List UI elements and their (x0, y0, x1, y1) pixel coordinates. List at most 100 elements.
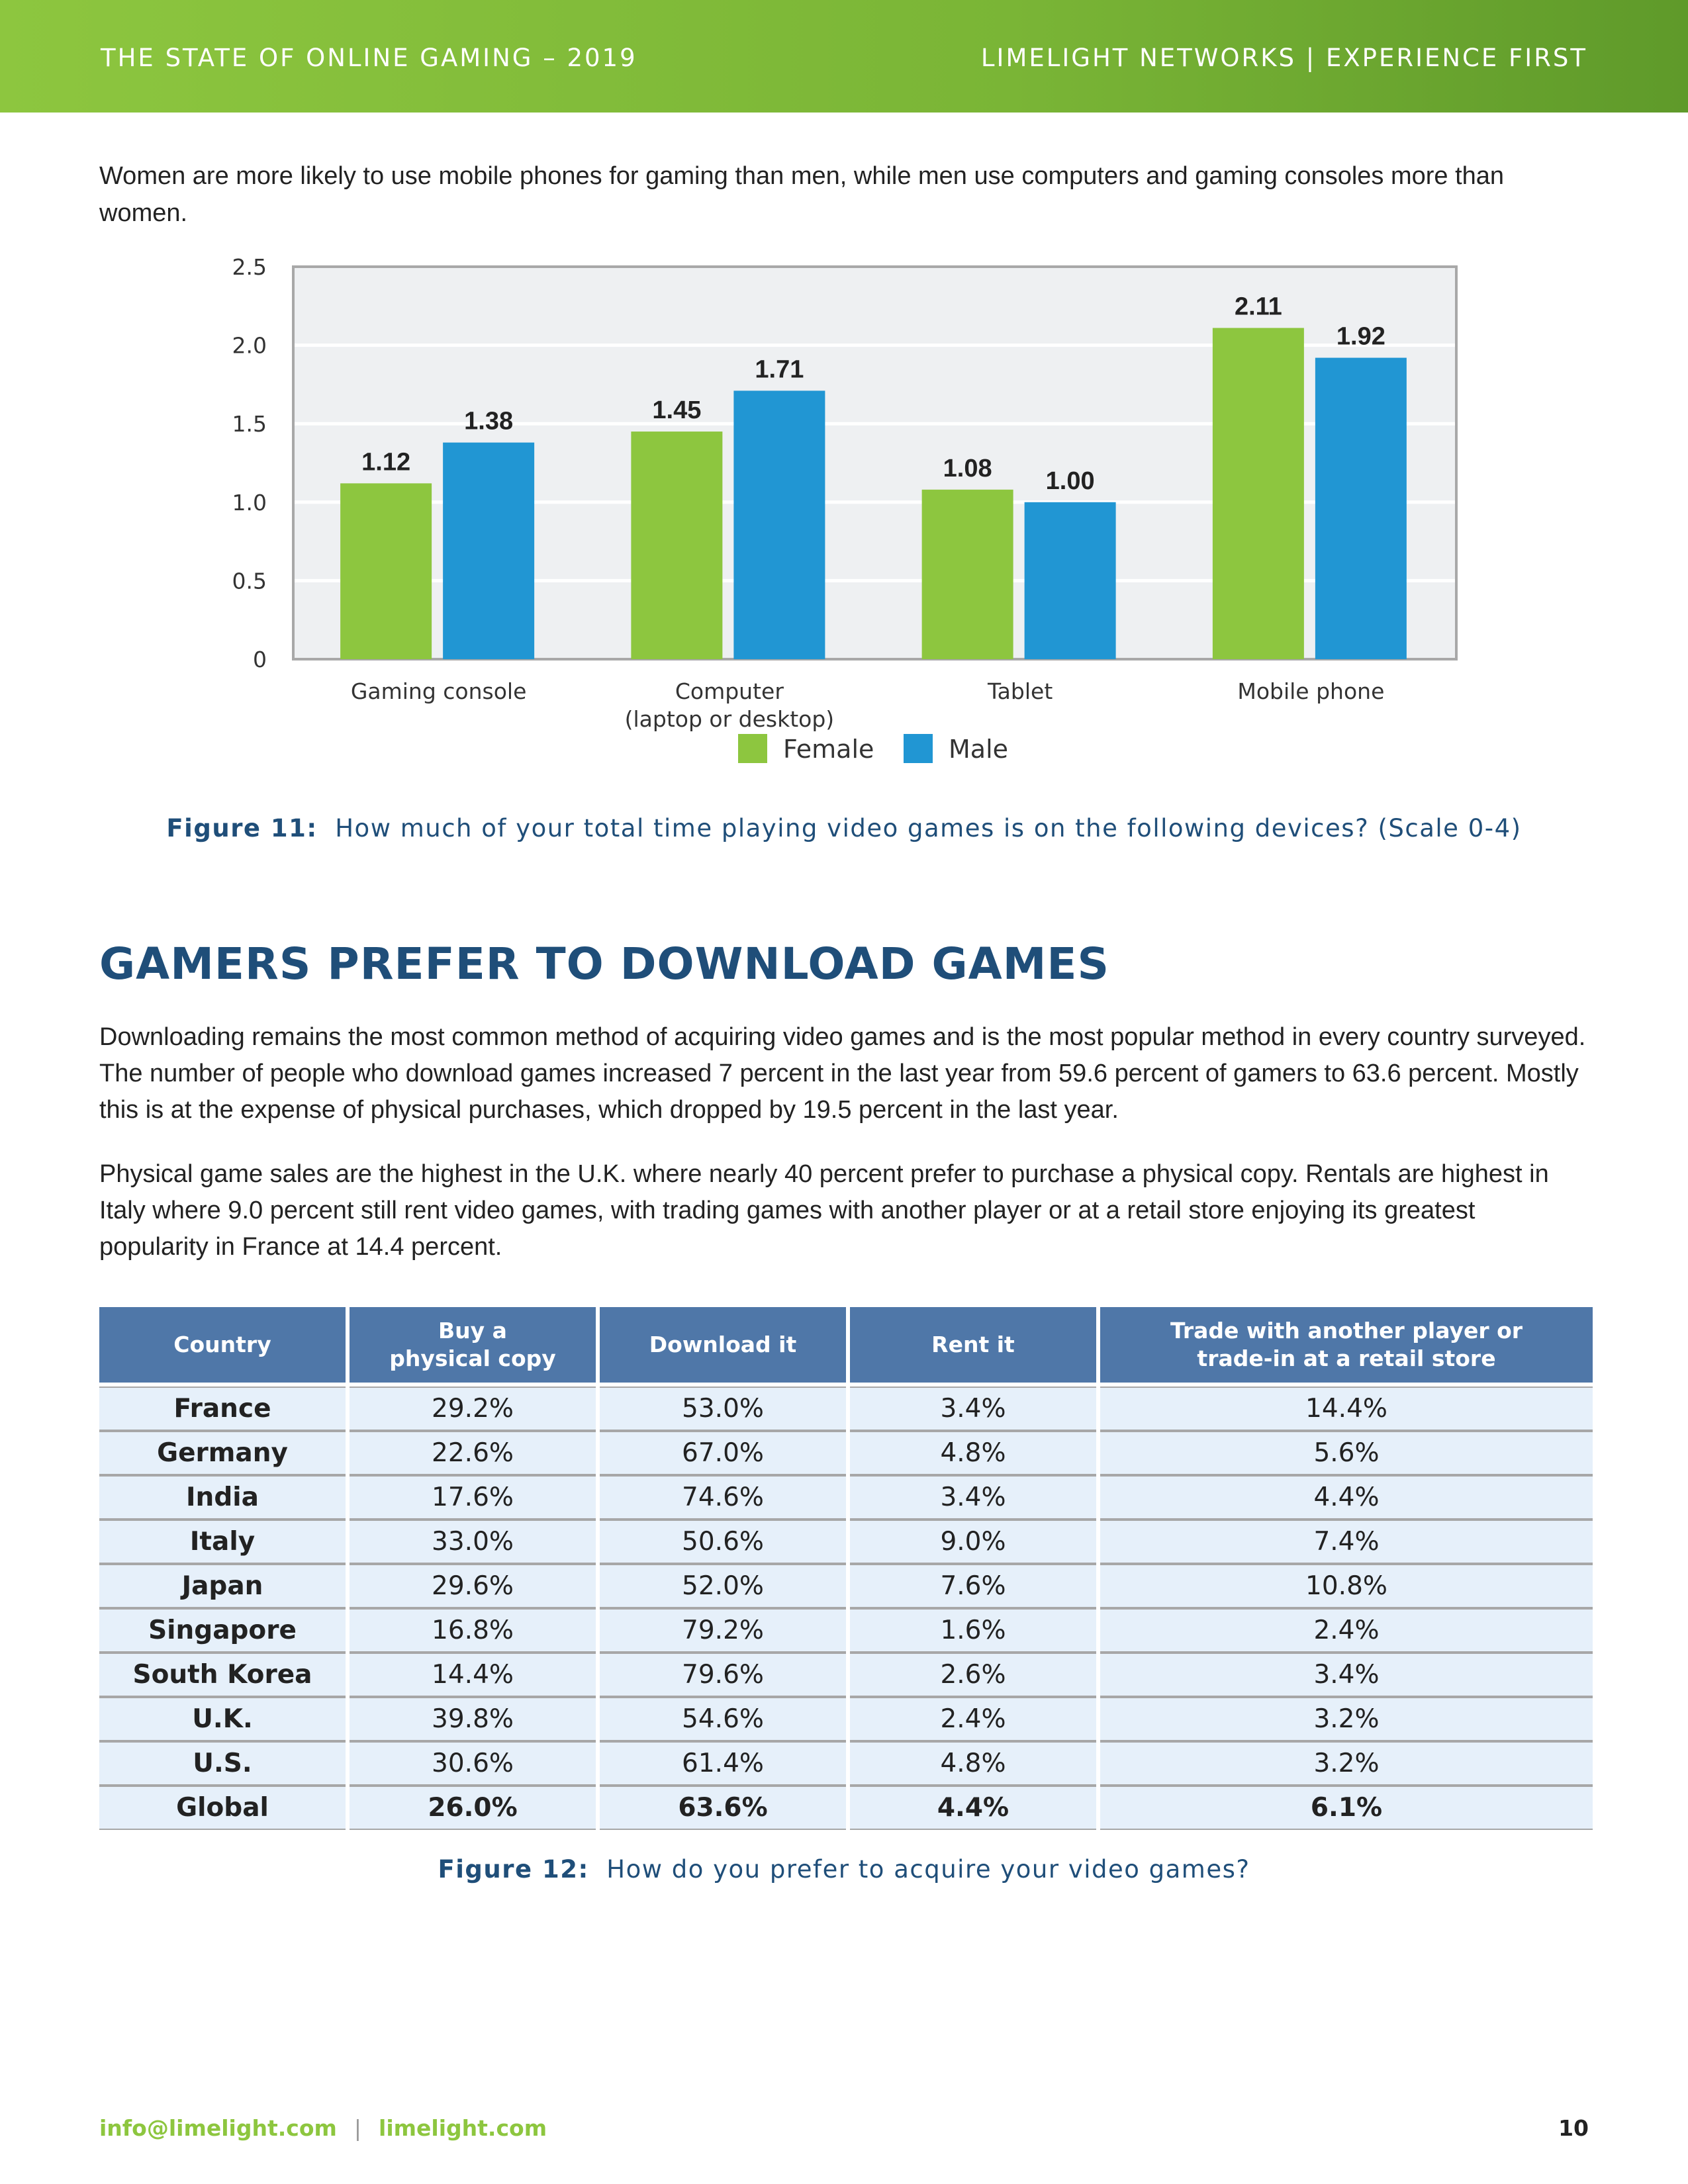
value-cell: 61.4% (600, 1741, 846, 1786)
footer-email-link[interactable]: info@limelight.com (99, 2115, 337, 2141)
table-row: Global 26.0% 63.6% 4.4% 6.1% (99, 1786, 1593, 1830)
x-tick-label: Computer (675, 678, 784, 704)
value-cell: 2.6% (850, 1653, 1096, 1697)
value-cell: 79.6% (600, 1653, 846, 1697)
table-row: South Korea 14.4% 79.6% 2.6% 3.4% (99, 1653, 1593, 1697)
page-header: THE STATE OF ONLINE GAMING – 2019 LIMELI… (0, 0, 1688, 113)
paragraph-download: Downloading remains the most common meth… (99, 1023, 1586, 1124)
x-tick-label: Mobile phone (1237, 678, 1384, 704)
value-cell: 33.0% (350, 1520, 596, 1564)
value-cell: 1.6% (850, 1608, 1096, 1653)
table-row: France 29.2% 53.0% 3.4% 14.4% (99, 1387, 1593, 1431)
country-cell: Global (99, 1786, 346, 1830)
footer-separator: | (353, 2115, 362, 2141)
country-cell: U.K. (99, 1697, 346, 1741)
country-cell: France (99, 1387, 346, 1431)
bar-male (733, 390, 825, 659)
country-cell: Italy (99, 1520, 346, 1564)
figure-12-text: How do you prefer to acquire your video … (606, 1855, 1250, 1884)
report-title: THE STATE OF ONLINE GAMING – 2019 (101, 44, 637, 72)
device-usage-bar-chart: 0 0.5 1.0 1.5 2.0 2.5 1.12 1.38 Gaming console 1.… (232, 254, 1458, 764)
value-cell: 52.0% (600, 1564, 846, 1608)
column-header: Buy a physical copy (350, 1307, 596, 1387)
x-tick-label: Gaming console (351, 678, 527, 704)
value-cell: 2.4% (850, 1697, 1096, 1741)
y-tick-label: 1.0 (232, 490, 267, 516)
value-cell: 79.2% (600, 1608, 846, 1653)
intro-paragraph: Women are more likely to use mobile phon… (99, 162, 1505, 227)
table-row: U.S. 30.6% 61.4% 4.8% 3.2% (99, 1741, 1593, 1786)
value-cell: 16.8% (350, 1608, 596, 1653)
bar-female (1212, 328, 1304, 659)
bar-male (443, 442, 535, 659)
x-tick-label: (laptop or desktop) (625, 706, 835, 732)
value-cell: 3.4% (1100, 1653, 1593, 1697)
data-label: 1.92 (1336, 323, 1385, 351)
value-cell: 4.4% (1100, 1475, 1593, 1520)
figure-12-caption: Figure 12: How do you prefer to acquire … (0, 1855, 1688, 1884)
table-row: U.K. 39.8% 54.6% 2.4% 3.2% (99, 1697, 1593, 1741)
value-cell: 50.6% (600, 1520, 846, 1564)
x-tick-label: Tablet (987, 678, 1053, 704)
value-cell: 30.6% (350, 1741, 596, 1786)
country-cell: Singapore (99, 1608, 346, 1653)
value-cell: 2.4% (1100, 1608, 1593, 1653)
bar-female (631, 432, 723, 659)
table-row: Germany 22.6% 67.0% 4.8% 5.6% (99, 1431, 1593, 1475)
value-cell: 67.0% (600, 1431, 846, 1475)
value-cell: 7.6% (850, 1564, 1096, 1608)
table-row: India 17.6% 74.6% 3.4% 4.4% (99, 1475, 1593, 1520)
figure-12-label: Figure 12: (438, 1855, 589, 1884)
data-label: 1.00 (1046, 467, 1095, 495)
table-header-row: Country Buy a physical copy Download it Rent… (99, 1307, 1593, 1387)
value-cell: 54.6% (600, 1697, 846, 1741)
footer-site-link[interactable]: limelight.com (379, 2115, 547, 2141)
bar-male (1315, 357, 1407, 659)
bar-female (340, 483, 432, 659)
footer-links: info@limelight.com | limelight.com (99, 2115, 547, 2141)
value-cell: 26.0% (350, 1786, 596, 1830)
value-cell: 10.8% (1100, 1564, 1593, 1608)
figure-11-label: Figure 11: (166, 814, 318, 842)
y-tick-label: 1.5 (232, 411, 267, 437)
value-cell: 22.6% (350, 1431, 596, 1475)
section-title: GAMERS PREFER TO DOWNLOAD GAMES (99, 938, 1110, 989)
y-tick-label: 0.5 (232, 568, 267, 594)
legend-label-male: Male (949, 735, 1008, 764)
value-cell: 4.8% (850, 1741, 1096, 1786)
column-header: Download it (600, 1307, 846, 1387)
country-cell: Germany (99, 1431, 346, 1475)
y-tick-label: 2.0 (232, 333, 267, 359)
table-row: Italy 33.0% 50.6% 9.0% 7.4% (99, 1520, 1593, 1564)
bar-female (921, 489, 1013, 659)
value-cell: 14.4% (350, 1653, 596, 1697)
value-cell: 29.2% (350, 1387, 596, 1431)
value-cell: 4.4% (850, 1786, 1096, 1830)
country-cell: India (99, 1475, 346, 1520)
value-cell: 14.4% (1100, 1387, 1593, 1431)
value-cell: 7.4% (1100, 1520, 1593, 1564)
paragraph-physical: Physical game sales are the highest in t… (99, 1160, 1549, 1261)
page-number: 10 (1558, 2115, 1589, 2141)
data-label: 1.12 (361, 448, 410, 476)
country-cell: South Korea (99, 1653, 346, 1697)
value-cell: 9.0% (850, 1520, 1096, 1564)
value-cell: 53.0% (600, 1387, 846, 1431)
value-cell: 3.2% (1100, 1741, 1593, 1786)
data-label: 2.11 (1235, 293, 1282, 321)
column-header: Rent it (850, 1307, 1096, 1387)
data-label: 1.38 (464, 408, 513, 435)
data-label: 1.45 (652, 396, 701, 424)
column-header: Country (99, 1307, 346, 1387)
value-cell: 3.2% (1100, 1697, 1593, 1741)
plot-border (292, 265, 1458, 660)
value-cell: 74.6% (600, 1475, 846, 1520)
bar-male (1024, 502, 1116, 659)
y-tick-label: 0 (253, 647, 267, 672)
legend-label-female: Female (783, 735, 874, 764)
value-cell: 4.8% (850, 1431, 1096, 1475)
country-cell: Japan (99, 1564, 346, 1608)
company-tagline: LIMELIGHT NETWORKS | EXPERIENCE FIRST (980, 44, 1587, 72)
value-cell: 63.6% (600, 1786, 846, 1830)
value-cell: 3.4% (850, 1475, 1096, 1520)
